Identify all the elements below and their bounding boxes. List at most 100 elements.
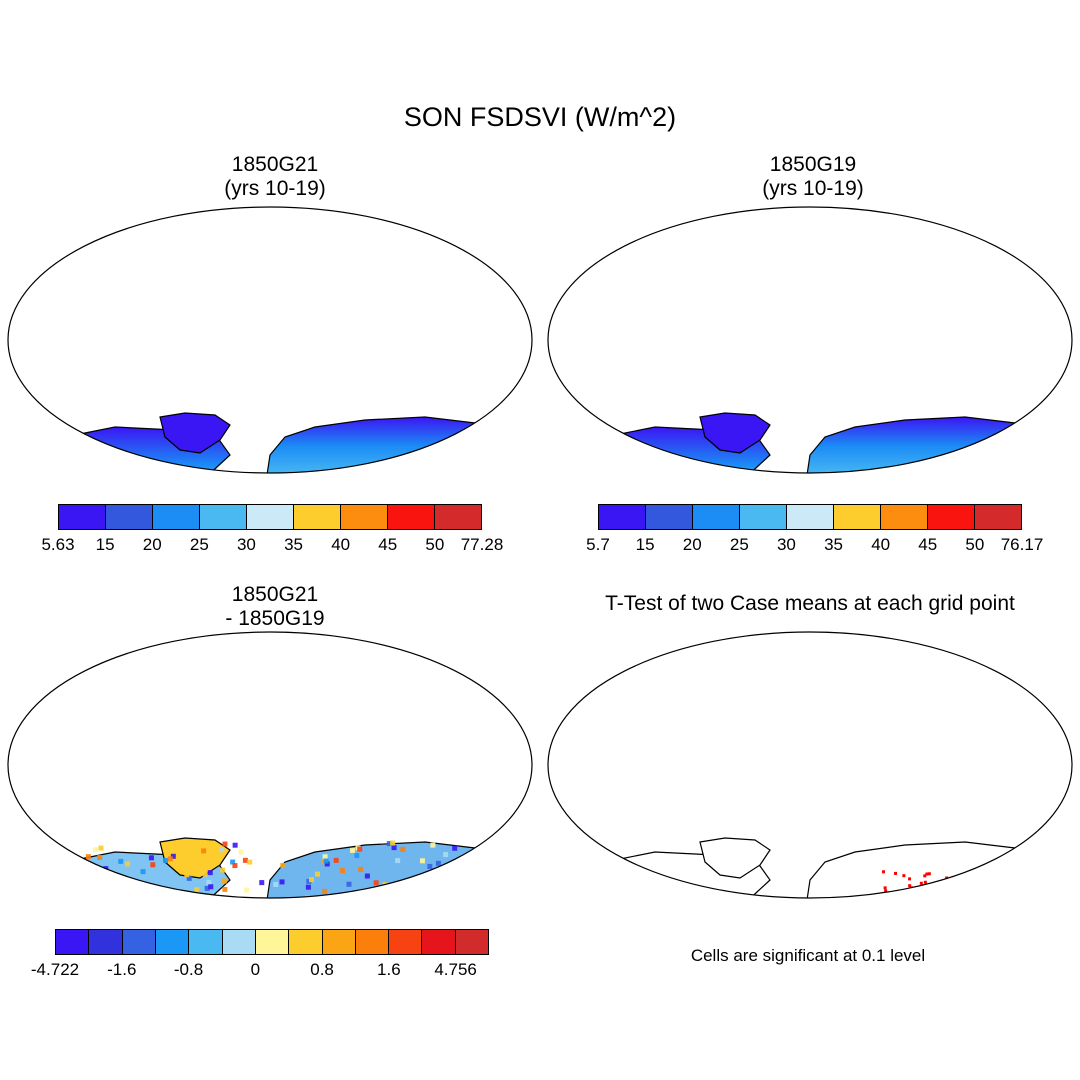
colorbar-swatch — [693, 505, 740, 529]
panel-3-title: 1850G21 - 1850G19 — [65, 583, 485, 631]
difference-cell — [176, 893, 182, 898]
map-border — [7, 631, 533, 899]
difference-cell — [324, 861, 330, 867]
difference-cell — [364, 873, 370, 879]
significant-cell — [881, 870, 885, 874]
significant-cell — [631, 884, 635, 888]
difference-cell — [107, 890, 113, 896]
significant-cell — [980, 892, 984, 896]
difference-cell — [478, 871, 484, 877]
significant-cell — [905, 891, 909, 895]
colorbar-label: 15 — [635, 535, 655, 554]
map-border — [7, 206, 533, 474]
difference-cell — [457, 878, 463, 884]
difference-cell — [122, 879, 128, 885]
panel-3-colorbar — [55, 929, 489, 955]
significant-cell — [925, 872, 929, 876]
significant-cell — [625, 886, 629, 890]
panel-2-title-line2: (yrs 10-19) — [762, 177, 864, 200]
difference-cell — [98, 867, 104, 873]
difference-cell — [412, 895, 418, 898]
colorbar-label: 5.63 — [41, 535, 75, 554]
colorbar-label: 0 — [250, 960, 261, 979]
panel-2-map — [547, 206, 1073, 474]
significant-cell — [641, 881, 645, 885]
difference-cell — [390, 840, 396, 846]
continent-greenland — [159, 412, 231, 454]
difference-cell — [177, 890, 183, 896]
colorbar-swatch — [834, 505, 881, 529]
colorbar-label: 15 — [95, 535, 115, 554]
significant-cell — [978, 892, 982, 896]
continent-greenland — [699, 837, 771, 879]
colorbar-swatch — [455, 930, 489, 954]
colorbar-label: 20 — [682, 535, 702, 554]
colorbar-swatch — [59, 505, 106, 529]
significant-cell — [932, 895, 936, 898]
difference-cell — [346, 881, 352, 887]
significant-cell — [634, 891, 638, 895]
colorbar-swatch — [322, 930, 356, 954]
colorbar-swatch — [294, 505, 341, 529]
significant-cell — [895, 899, 898, 900]
continent-eurasia — [806, 416, 1036, 473]
difference-cell — [314, 871, 320, 877]
difference-cell — [206, 879, 212, 885]
difference-cell — [339, 868, 345, 874]
difference-cell — [322, 854, 328, 860]
significant-cell — [633, 897, 637, 898]
significant-cell — [639, 889, 643, 893]
difference-cell — [302, 898, 307, 900]
colorbar-label: 30 — [236, 535, 256, 554]
colorbar-label: 1.6 — [377, 960, 401, 979]
difference-cell — [238, 849, 244, 855]
significant-cell — [979, 896, 983, 898]
colorbar-label: 76.17 — [1000, 535, 1044, 554]
difference-cell — [107, 893, 113, 898]
colorbar-swatch — [247, 505, 294, 529]
significant-cell — [627, 896, 631, 898]
difference-cell — [472, 857, 478, 863]
colorbar-label: 45 — [378, 535, 398, 554]
panel-1-colorbar-labels: 5.63 15 20 25 30 35 40 45 50 77.28 — [41, 535, 503, 555]
significant-cell — [886, 899, 889, 900]
difference-cell — [503, 866, 509, 872]
difference-cell — [230, 859, 236, 865]
significant-cell — [984, 890, 988, 894]
continents — [74, 412, 496, 473]
difference-cell — [280, 862, 286, 868]
colorbar-label: -1.6 — [107, 960, 137, 979]
difference-cell — [414, 882, 420, 888]
difference-cell — [478, 856, 484, 862]
colorbar-swatch — [787, 505, 834, 529]
difference-cell — [386, 841, 392, 847]
difference-cell — [333, 857, 339, 863]
colorbar-swatch — [222, 930, 256, 954]
difference-cell — [148, 855, 154, 861]
difference-cell — [98, 880, 104, 886]
difference-cell — [472, 876, 478, 882]
panel-4-title: T-Test of two Case means at each grid po… — [600, 592, 1020, 616]
significant-cell — [625, 883, 629, 887]
difference-cell — [202, 871, 208, 877]
difference-cell — [102, 892, 108, 898]
significant-cell — [908, 884, 912, 888]
difference-cell — [444, 866, 450, 872]
significant-cell — [986, 897, 990, 898]
significant-cell — [637, 892, 641, 896]
difference-cell — [273, 881, 279, 887]
difference-cell — [393, 890, 399, 896]
difference-cell — [465, 875, 471, 881]
panel-3-title-line1: 1850G21 — [231, 583, 319, 606]
difference-cell — [126, 895, 132, 898]
colorbar-swatch — [435, 505, 481, 529]
difference-cell — [363, 892, 369, 898]
continents — [614, 837, 1036, 900]
difference-cell — [170, 853, 176, 859]
significant-cell — [632, 899, 635, 900]
difference-cell — [97, 854, 103, 860]
significance-note: Cells are significant at 0.1 level — [690, 946, 926, 965]
difference-cell — [483, 855, 489, 861]
significant-cell — [905, 891, 909, 895]
significant-cell — [636, 894, 640, 898]
